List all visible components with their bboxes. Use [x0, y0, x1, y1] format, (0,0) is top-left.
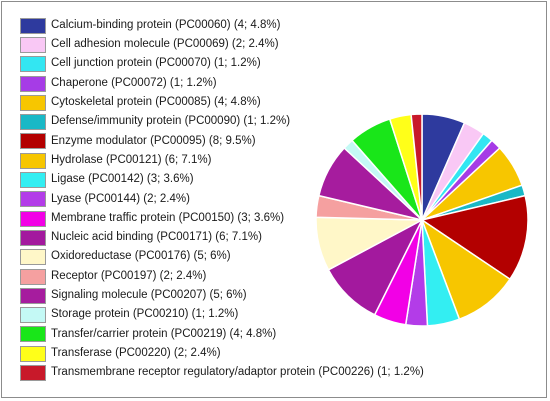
legend-label: Chaperone (PC00072) (1; 1.2%) [51, 76, 217, 89]
legend-swatch [20, 56, 46, 73]
legend-swatch [20, 36, 46, 53]
legend-swatch [20, 94, 46, 111]
legend-swatch [20, 172, 46, 189]
legend-swatch [20, 191, 46, 208]
legend-label: Signaling molecule (PC00207) (5; 6%) [51, 289, 247, 302]
legend-label: Cytoskeletal protein (PC00085) (4; 4.8%) [51, 96, 261, 109]
legend-swatch [20, 364, 46, 381]
legend-label: Enzyme modulator (PC00095) (8; 9.5%) [51, 134, 256, 147]
legend-item: Transmembrane receptor regulatory/adapto… [20, 363, 424, 382]
legend-item: Nucleic acid binding (PC00171) (6; 7.1%) [20, 228, 424, 247]
legend-swatch [20, 114, 46, 131]
legend-label: Lyase (PC00144) (2; 2.4%) [51, 192, 190, 205]
legend-label: Calcium-binding protein (PC00060) (4; 4.… [51, 18, 281, 31]
legend-item: Enzyme modulator (PC00095) (8; 9.5%) [20, 132, 424, 151]
legend-item: Defense/immunity protein (PC00090) (1; 1… [20, 112, 424, 131]
legend-item: Calcium-binding protein (PC00060) (4; 4.… [20, 16, 424, 35]
legend-swatch [20, 345, 46, 362]
legend-item: Ligase (PC00142) (3; 3.6%) [20, 170, 424, 189]
legend-item: Membrane traffic protein (PC00150) (3; 3… [20, 209, 424, 228]
pie-slice [410, 113, 423, 221]
legend-label: Defense/immunity protein (PC00090) (1; 1… [51, 115, 291, 128]
legend-label: Transferase (PC00220) (2; 2.4%) [51, 346, 221, 359]
legend-item: Cytoskeletal protein (PC00085) (4; 4.8%) [20, 93, 424, 112]
legend-label: Transfer/carrier protein (PC00219) (4; 4… [51, 327, 277, 340]
legend-item: Cell adhesion molecule (PC00069) (2; 2.4… [20, 35, 424, 54]
legend-label: Nucleic acid binding (PC00171) (6; 7.1%) [51, 231, 262, 244]
legend-swatch [20, 210, 46, 227]
legend-item: Lyase (PC00144) (2; 2.4%) [20, 190, 424, 209]
legend-swatch [20, 133, 46, 150]
legend-label: Receptor (PC00197) (2; 2.4%) [51, 269, 207, 282]
legend-swatch [20, 326, 46, 343]
legend-swatch [20, 152, 46, 169]
legend-label: Oxidoreductase (PC00176) (5; 6%) [51, 250, 231, 263]
legend-item: Storage protein (PC00210) (1; 1.2%) [20, 305, 424, 324]
legend-swatch [20, 268, 46, 285]
legend-swatch [20, 229, 46, 246]
legend-label: Cell adhesion molecule (PC00069) (2; 2.4… [51, 38, 279, 51]
legend-item: Transfer/carrier protein (PC00219) (4; 4… [20, 325, 424, 344]
legend-swatch [20, 249, 46, 266]
legend-label: Hydrolase (PC00121) (6; 7.1%) [51, 153, 212, 166]
legend-label: Storage protein (PC00210) (1; 1.2%) [51, 308, 239, 321]
chart-legend: Calcium-binding protein (PC00060) (4; 4.… [20, 16, 424, 383]
legend-item: Hydrolase (PC00121) (6; 7.1%) [20, 151, 424, 170]
legend-item: Receptor (PC00197) (2; 2.4%) [20, 267, 424, 286]
pie-slice [421, 194, 529, 280]
legend-item: Cell junction protein (PC00070) (1; 1.2%… [20, 55, 424, 74]
legend-swatch [20, 287, 46, 304]
legend-label: Ligase (PC00142) (3; 3.6%) [51, 173, 194, 186]
legend-item: Transferase (PC00220) (2; 2.4%) [20, 344, 424, 363]
pie-chart [315, 113, 529, 327]
legend-label: Transmembrane receptor regulatory/adapto… [51, 366, 424, 379]
legend-item: Chaperone (PC00072) (1; 1.2%) [20, 74, 424, 93]
legend-item: Oxidoreductase (PC00176) (5; 6%) [20, 248, 424, 267]
legend-swatch [20, 17, 46, 34]
legend-label: Cell junction protein (PC00070) (1; 1.2%… [51, 57, 261, 70]
legend-swatch [20, 307, 46, 324]
legend-label: Membrane traffic protein (PC00150) (3; 3… [51, 211, 285, 224]
legend-item: Signaling molecule (PC00207) (5; 6%) [20, 286, 424, 305]
legend-swatch [20, 75, 46, 92]
